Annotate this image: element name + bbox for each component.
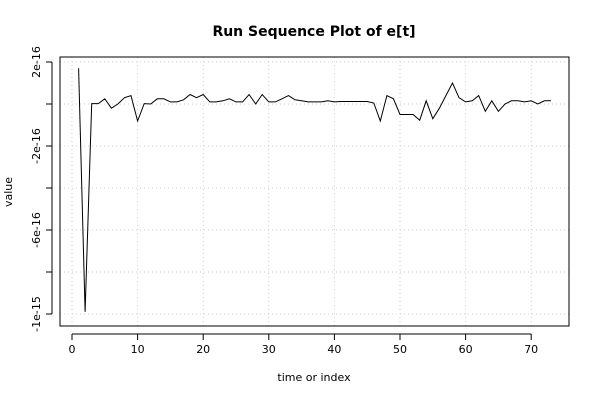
x-tick-label-4: 40: [327, 343, 341, 356]
x-tick-label-5: 50: [393, 343, 407, 356]
x-axis: 0 10 20 30 40 50 60 70: [69, 333, 538, 356]
x-tick-label-7: 70: [524, 343, 538, 356]
y-tick-label-0: -1e-15: [30, 296, 43, 332]
series-line-0: [78, 68, 551, 312]
chart-title: Run Sequence Plot of e[t]: [212, 24, 415, 40]
y-tick-label-3: 2e-16: [30, 46, 43, 78]
y-axis-label: value: [2, 177, 15, 207]
x-tick-label-6: 60: [459, 343, 473, 356]
plot-frame: [59, 56, 570, 327]
grid-lines: [60, 57, 569, 326]
x-axis-label: time or index: [277, 371, 351, 384]
y-tick-label-1: -6e-16: [30, 212, 43, 248]
y-tick-label-2: -2e-16: [30, 128, 43, 164]
x-tick-label-2: 20: [196, 343, 210, 356]
x-tick-label-1: 10: [131, 343, 145, 356]
x-tick-label-0: 0: [69, 343, 76, 356]
y-axis: -1e-15 -6e-16 -2e-16 2e-16: [30, 46, 53, 332]
x-tick-label-3: 30: [262, 343, 276, 356]
series-group: [78, 68, 551, 312]
